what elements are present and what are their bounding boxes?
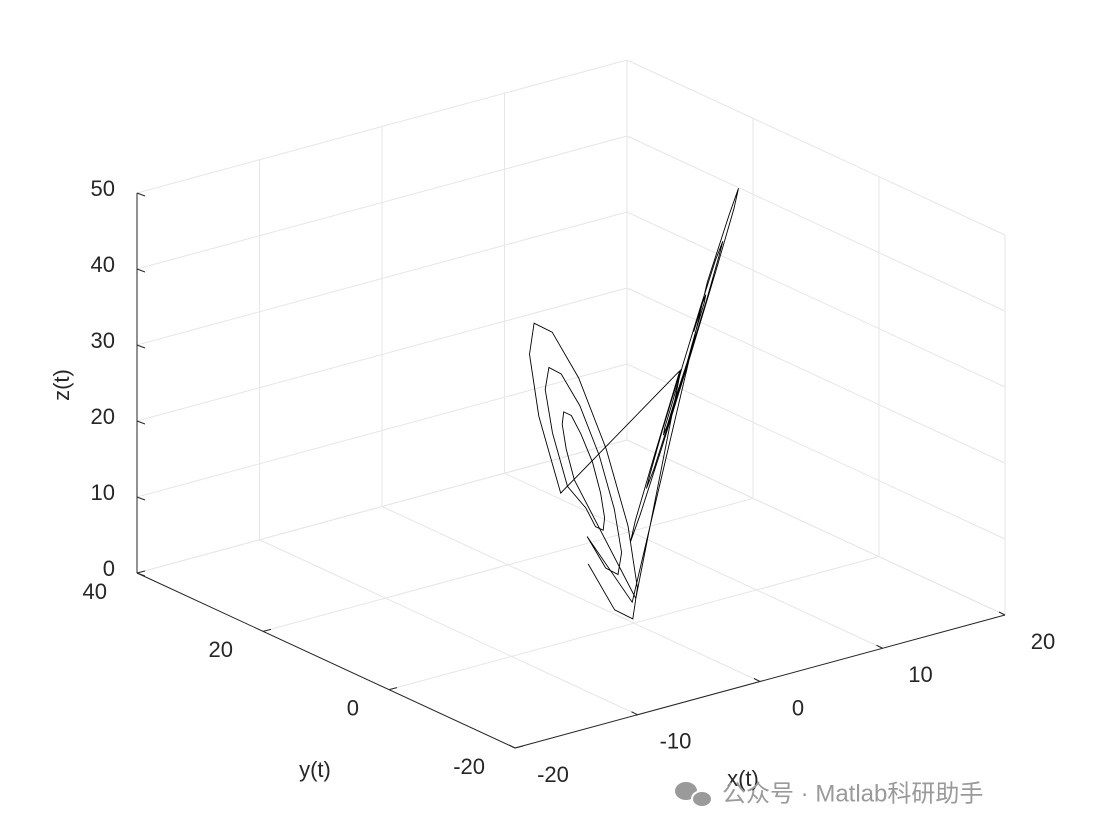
z-tick-label: 20 <box>91 404 115 429</box>
y-axis-label: y(t) <box>299 757 331 782</box>
y-tick <box>388 687 398 691</box>
z-tick <box>136 192 146 197</box>
watermark-icon <box>675 782 713 808</box>
x-tick-label: 10 <box>908 662 932 687</box>
x-tick <box>753 678 761 682</box>
x-tick <box>508 744 516 749</box>
x-axis-label: x(t) <box>727 766 759 791</box>
x-tick-label: -20 <box>537 762 569 787</box>
z-tick <box>136 420 146 425</box>
y-tick <box>262 628 272 632</box>
z-axis-label: z(t) <box>49 369 74 401</box>
y-tick-label: 20 <box>209 637 233 662</box>
grid-line <box>136 59 628 194</box>
grid-line <box>626 211 1006 388</box>
z-tick-label: 0 <box>103 556 115 581</box>
grid-line <box>136 439 628 574</box>
x-tick <box>876 644 883 649</box>
y-tick <box>136 570 146 574</box>
grid-line <box>259 539 638 716</box>
y-tick-label: -20 <box>453 754 485 779</box>
x-tick-label: -10 <box>660 729 692 754</box>
grid-line <box>262 497 754 632</box>
trajectory <box>529 188 739 620</box>
watermark: 公众号 · Matlab科研助手 <box>722 780 983 807</box>
grid-line <box>136 135 628 270</box>
z-tick <box>136 268 146 273</box>
z-tick <box>136 572 146 577</box>
grid-line <box>626 439 1006 616</box>
grid-line <box>626 59 1006 236</box>
x-tick-label: 0 <box>792 695 804 720</box>
z-tick-label: 50 <box>91 176 115 201</box>
grid-line <box>626 363 1006 540</box>
y-axis <box>136 572 516 749</box>
grid-line <box>504 472 883 649</box>
x-tick <box>631 711 638 716</box>
z-tick-label: 30 <box>91 328 115 353</box>
y-tick <box>514 745 524 749</box>
grid-line <box>381 506 761 682</box>
grid-line <box>136 287 628 422</box>
z-tick-label: 10 <box>91 480 115 505</box>
x-tick <box>998 611 1006 616</box>
z-tick <box>136 496 146 501</box>
grid-line <box>388 556 880 691</box>
z-tick-label: 40 <box>91 252 115 277</box>
grid-line <box>136 211 628 346</box>
grid-line <box>626 135 1006 312</box>
grid-line <box>626 287 1006 464</box>
z-tick <box>136 344 146 349</box>
y-tick-label: 0 <box>347 695 359 720</box>
y-tick-label: 40 <box>83 579 107 604</box>
x-tick-label: 20 <box>1031 629 1055 654</box>
